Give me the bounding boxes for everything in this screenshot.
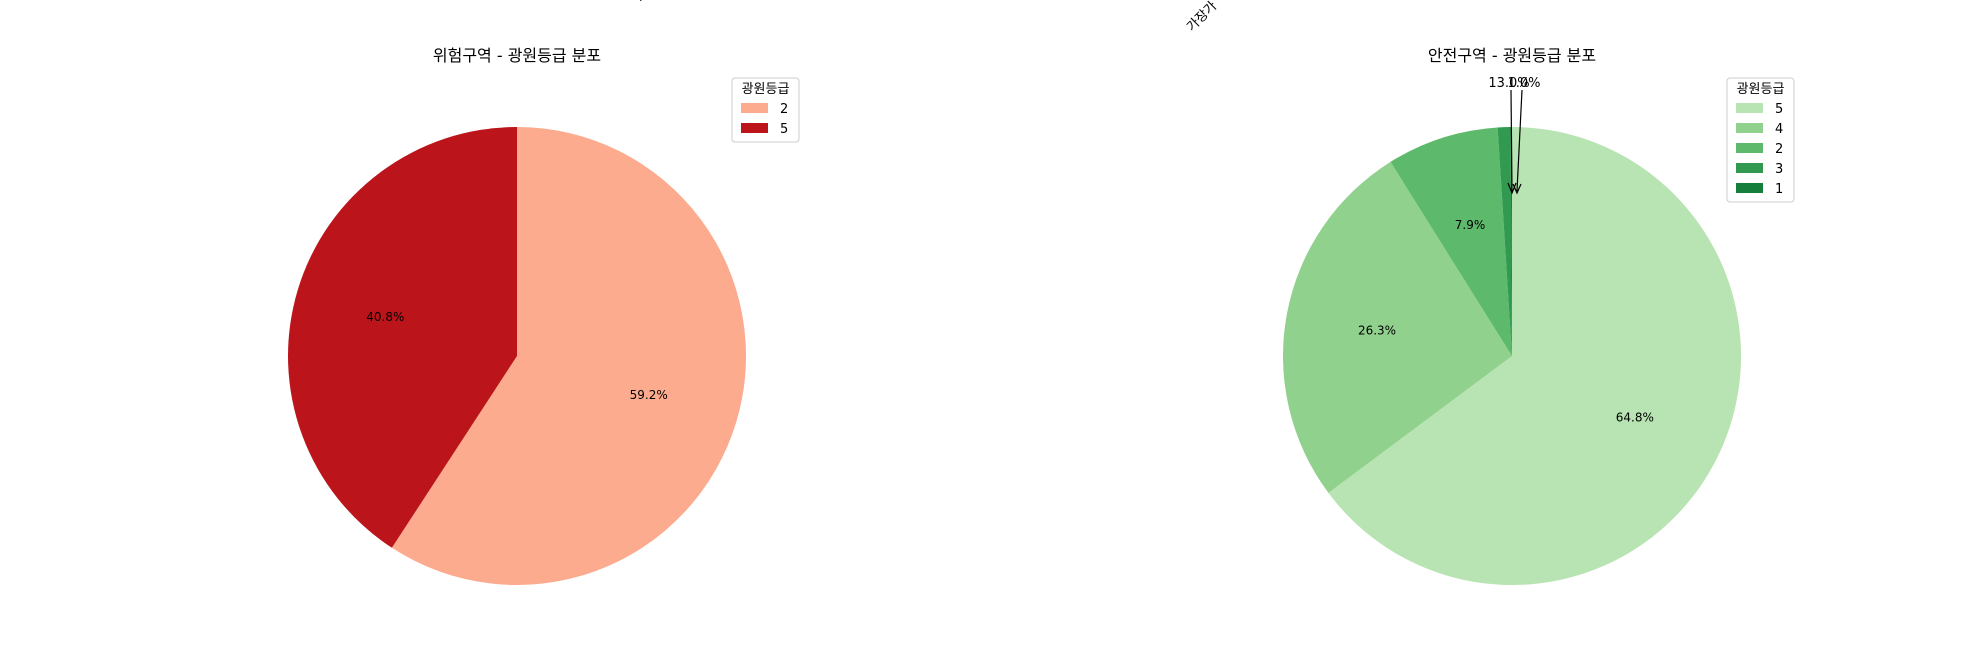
annotation-arrowhead (1512, 183, 1522, 195)
slice-percent-label: 59.2% (630, 388, 668, 402)
chart-title: 위험구역 - 광원등급 분포 (433, 46, 601, 65)
slice-percent-label: 26.3% (1358, 324, 1396, 338)
small-slice-annotations: 13.0% 1.0% (1488, 76, 1541, 195)
legend-swatch (1736, 103, 1763, 113)
legend-swatch (741, 103, 768, 113)
clipped-fragment-right: 가장가 (1184, 0, 1220, 35)
pie-wedges (1282, 126, 1741, 585)
pie-labels: 59.2% 40.8% (366, 310, 668, 402)
legend: 광원등급 5 4 2 3 1 (1726, 77, 1795, 203)
legend-swatch (1736, 123, 1763, 133)
annotation-label: 1.0% (1507, 76, 1540, 91)
legend-title: 광원등급 (742, 82, 790, 97)
pie-panel-danger: 위험구역 - 광원등급 분포 59.2% 40.8% 광원등급 2 5 (288, 46, 800, 585)
pie-slice-4 (1282, 161, 1512, 493)
pie-slice-5 (1328, 127, 1741, 585)
annotation-arrow (1510, 89, 1513, 192)
legend-title: 광원등급 (1737, 82, 1785, 97)
legend-label: 2 (1775, 142, 1783, 157)
annotation-label: 13.0% (1488, 76, 1529, 91)
legend-label: 5 (1775, 102, 1783, 117)
pie-slice-2 (1390, 127, 1512, 356)
slice-percent-label: 7.9% (1455, 218, 1486, 232)
pie-panel-safe: 안전구역 - 광원등급 분포 64.8% 26.3% 7.9% 13.0% 1.0%… (1282, 46, 1795, 585)
pie-labels: 64.8% 26.3% 7.9% (1358, 218, 1654, 424)
legend-swatch (1736, 183, 1763, 193)
pie-wedges (288, 126, 747, 585)
legend-swatch (1736, 163, 1763, 173)
slice-percent-label: 40.8% (366, 310, 404, 324)
slice-percent-label: 64.8% (1616, 411, 1654, 425)
legend-swatch (741, 123, 768, 133)
legend-label: 2 (780, 102, 788, 117)
legend: 광원등급 2 5 (731, 77, 800, 143)
pie-slice-5 (288, 127, 517, 548)
legend-label: 3 (1775, 162, 1783, 177)
annotation-arrow (1516, 89, 1523, 192)
legend-label: 1 (1775, 182, 1783, 197)
legend-label: 5 (780, 122, 788, 137)
legend-swatch (1736, 143, 1763, 153)
chart-title: 안전구역 - 광원등급 분포 (1428, 46, 1596, 65)
legend-label: 4 (1775, 122, 1783, 137)
pie-slice-2 (391, 126, 747, 585)
clipped-fragment-left: y (630, 0, 646, 3)
